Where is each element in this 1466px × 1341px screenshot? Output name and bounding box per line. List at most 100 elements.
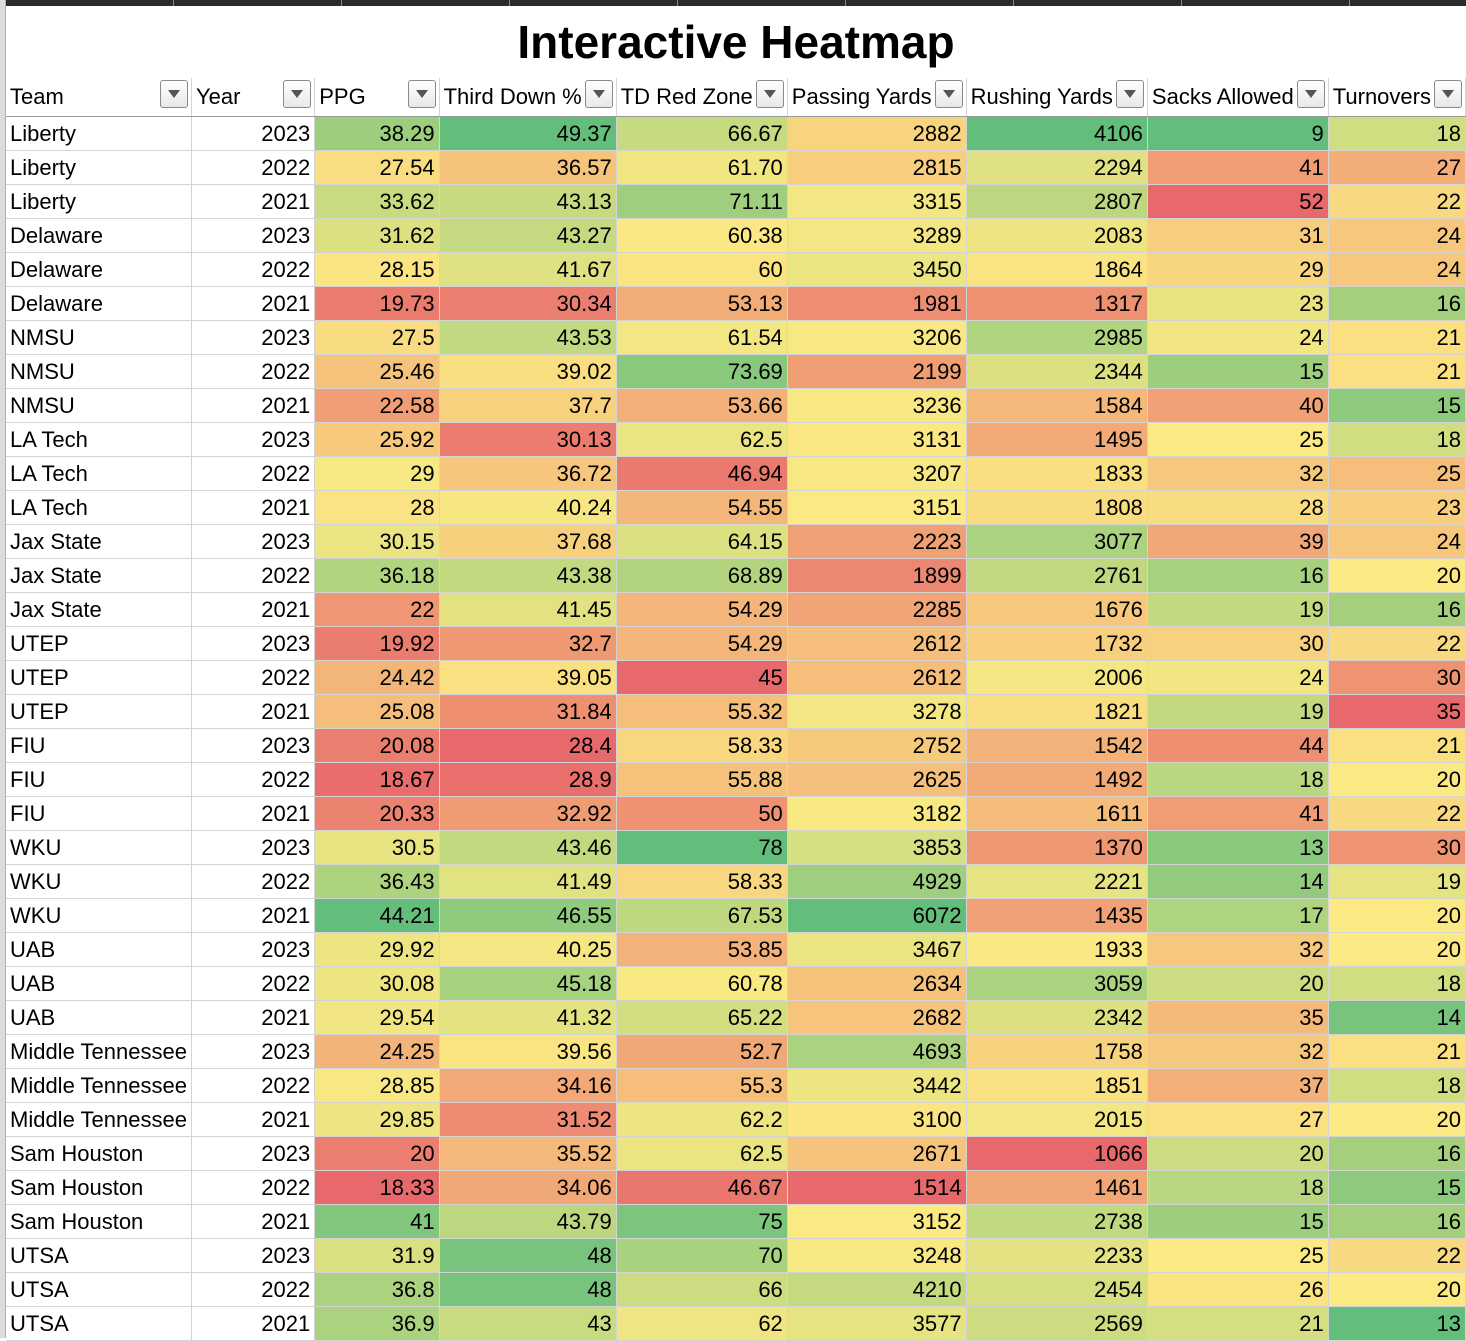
cell-rushing_yards[interactable]: 1821: [966, 694, 1148, 729]
cell-rushing_yards[interactable]: 1492: [966, 762, 1148, 797]
cell-year[interactable]: 2021: [191, 490, 316, 525]
cell-turnovers[interactable]: 30: [1328, 660, 1466, 695]
cell-year[interactable]: 2022: [191, 864, 316, 899]
cell-sacks_allowed[interactable]: 29: [1147, 252, 1329, 287]
cell-passing_yards[interactable]: 2199: [787, 354, 967, 389]
cell-team[interactable]: WKU: [6, 830, 192, 865]
cell-passing_yards[interactable]: 2612: [787, 660, 967, 695]
sheet-title[interactable]: Interactive Heatmap: [6, 6, 1466, 78]
cell-passing_yards[interactable]: 3315: [787, 184, 967, 219]
cell-year[interactable]: 2023: [191, 1034, 316, 1069]
column-header-passing_yards[interactable]: Passing Yards: [787, 78, 967, 117]
cell-year[interactable]: 2023: [191, 932, 316, 967]
cell-rushing_yards[interactable]: 2006: [966, 660, 1148, 695]
cell-turnovers[interactable]: 16: [1328, 1204, 1466, 1239]
cell-third_down[interactable]: 32.92: [439, 796, 617, 831]
cell-passing_yards[interactable]: 2285: [787, 592, 967, 627]
cell-third_down[interactable]: 43.27: [439, 218, 617, 253]
cell-ppg[interactable]: 20.08: [314, 728, 440, 763]
column-header-rushing_yards[interactable]: Rushing Yards: [966, 78, 1148, 117]
cell-team[interactable]: WKU: [6, 864, 192, 899]
cell-third_down[interactable]: 46.55: [439, 898, 617, 933]
cell-turnovers[interactable]: 21: [1328, 320, 1466, 355]
cell-ppg[interactable]: 29.85: [314, 1102, 440, 1137]
cell-passing_yards[interactable]: 2612: [787, 626, 967, 661]
cell-year[interactable]: 2023: [191, 116, 316, 151]
cell-team[interactable]: NMSU: [6, 388, 192, 423]
cell-td_red_zone[interactable]: 52.7: [616, 1034, 788, 1069]
cell-td_red_zone[interactable]: 46.67: [616, 1170, 788, 1205]
cell-turnovers[interactable]: 21: [1328, 354, 1466, 389]
cell-sacks_allowed[interactable]: 32: [1147, 1034, 1329, 1069]
cell-turnovers[interactable]: 25: [1328, 456, 1466, 491]
cell-sacks_allowed[interactable]: 31: [1147, 218, 1329, 253]
cell-passing_yards[interactable]: 2682: [787, 1000, 967, 1035]
cell-team[interactable]: Middle Tennessee: [6, 1102, 192, 1137]
cell-third_down[interactable]: 45.18: [439, 966, 617, 1001]
cell-team[interactable]: Jax State: [6, 558, 192, 593]
cell-ppg[interactable]: 30.15: [314, 524, 440, 559]
cell-ppg[interactable]: 36.43: [314, 864, 440, 899]
cell-rushing_yards[interactable]: 4106: [966, 116, 1148, 151]
cell-year[interactable]: 2021: [191, 694, 316, 729]
cell-passing_yards[interactable]: 3289: [787, 218, 967, 253]
cell-td_red_zone[interactable]: 62.5: [616, 422, 788, 457]
cell-third_down[interactable]: 41.32: [439, 1000, 617, 1035]
cell-td_red_zone[interactable]: 71.11: [616, 184, 788, 219]
cell-third_down[interactable]: 41.67: [439, 252, 617, 287]
cell-turnovers[interactable]: 20: [1328, 932, 1466, 967]
cell-rushing_yards[interactable]: 1933: [966, 932, 1148, 967]
cell-rushing_yards[interactable]: 2738: [966, 1204, 1148, 1239]
cell-year[interactable]: 2023: [191, 218, 316, 253]
cell-rushing_yards[interactable]: 2985: [966, 320, 1148, 355]
cell-year[interactable]: 2022: [191, 1272, 316, 1307]
cell-third_down[interactable]: 41.45: [439, 592, 617, 627]
cell-passing_yards[interactable]: 2671: [787, 1136, 967, 1171]
cell-year[interactable]: 2022: [191, 252, 316, 287]
cell-ppg[interactable]: 27.54: [314, 150, 440, 185]
cell-rushing_yards[interactable]: 3059: [966, 966, 1148, 1001]
cell-year[interactable]: 2021: [191, 388, 316, 423]
cell-rushing_yards[interactable]: 1461: [966, 1170, 1148, 1205]
cell-rushing_yards[interactable]: 1758: [966, 1034, 1148, 1069]
cell-ppg[interactable]: 20.33: [314, 796, 440, 831]
cell-team[interactable]: LA Tech: [6, 422, 192, 457]
cell-rushing_yards[interactable]: 1611: [966, 796, 1148, 831]
cell-turnovers[interactable]: 30: [1328, 830, 1466, 865]
cell-sacks_allowed[interactable]: 52: [1147, 184, 1329, 219]
cell-sacks_allowed[interactable]: 16: [1147, 558, 1329, 593]
cell-third_down[interactable]: 48: [439, 1238, 617, 1273]
cell-rushing_yards[interactable]: 2083: [966, 218, 1148, 253]
cell-passing_yards[interactable]: 3151: [787, 490, 967, 525]
cell-sacks_allowed[interactable]: 15: [1147, 354, 1329, 389]
cell-sacks_allowed[interactable]: 44: [1147, 728, 1329, 763]
cell-rushing_yards[interactable]: 1435: [966, 898, 1148, 933]
cell-year[interactable]: 2022: [191, 354, 316, 389]
cell-year[interactable]: 2023: [191, 524, 316, 559]
cell-turnovers[interactable]: 16: [1328, 592, 1466, 627]
cell-turnovers[interactable]: 19: [1328, 864, 1466, 899]
cell-third_down[interactable]: 30.13: [439, 422, 617, 457]
cell-sacks_allowed[interactable]: 23: [1147, 286, 1329, 321]
cell-passing_yards[interactable]: 4210: [787, 1272, 967, 1307]
cell-td_red_zone[interactable]: 60: [616, 252, 788, 287]
cell-ppg[interactable]: 27.5: [314, 320, 440, 355]
cell-team[interactable]: FIU: [6, 796, 192, 831]
cell-year[interactable]: 2022: [191, 558, 316, 593]
cell-td_red_zone[interactable]: 53.13: [616, 286, 788, 321]
cell-turnovers[interactable]: 18: [1328, 116, 1466, 151]
cell-turnovers[interactable]: 22: [1328, 1238, 1466, 1273]
cell-third_down[interactable]: 43.46: [439, 830, 617, 865]
cell-third_down[interactable]: 40.25: [439, 932, 617, 967]
cell-year[interactable]: 2021: [191, 184, 316, 219]
cell-turnovers[interactable]: 21: [1328, 728, 1466, 763]
cell-sacks_allowed[interactable]: 41: [1147, 150, 1329, 185]
cell-rushing_yards[interactable]: 1370: [966, 830, 1148, 865]
cell-team[interactable]: Jax State: [6, 524, 192, 559]
cell-third_down[interactable]: 36.57: [439, 150, 617, 185]
cell-third_down[interactable]: 43.53: [439, 320, 617, 355]
cell-sacks_allowed[interactable]: 15: [1147, 1204, 1329, 1239]
cell-sacks_allowed[interactable]: 27: [1147, 1102, 1329, 1137]
cell-td_red_zone[interactable]: 73.69: [616, 354, 788, 389]
cell-td_red_zone[interactable]: 61.70: [616, 150, 788, 185]
